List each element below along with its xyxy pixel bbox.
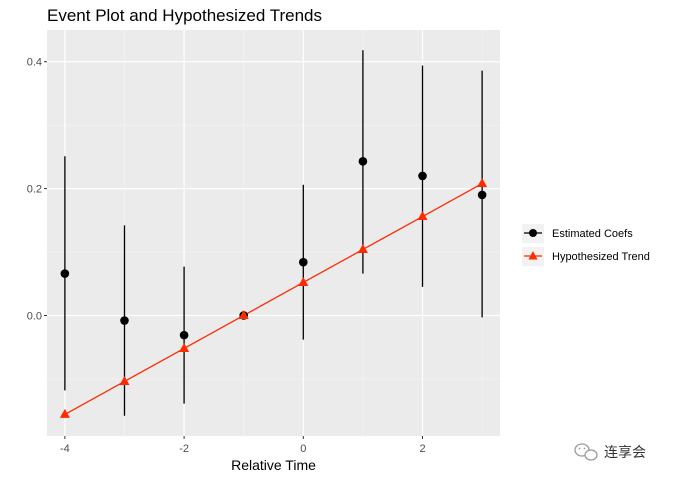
y-axis: 0.0 0.2 0.4: [27, 57, 47, 322]
coef-point: [120, 316, 129, 325]
coef-point: [418, 171, 427, 181]
x-tick-label: -2: [179, 443, 189, 455]
legend-key-trend-point: [528, 251, 538, 260]
plot-panel: [47, 30, 500, 436]
x-tick-label: 2: [419, 443, 425, 455]
legend-box: [521, 221, 663, 269]
coef-point: [60, 269, 70, 278]
coef-point: [358, 157, 368, 166]
coef-point: [179, 330, 189, 340]
x-axis: -4 -2 0 2: [60, 436, 426, 455]
y-tick-label: 0.4: [27, 57, 42, 69]
x-tick-label: -4: [60, 443, 70, 455]
x-tick-label: 0: [300, 443, 306, 455]
trend-points: [59, 178, 488, 418]
trend-point: [59, 408, 70, 418]
trend-point: [357, 243, 368, 253]
watermark: 连享会: [574, 443, 646, 461]
trend-point: [119, 375, 130, 385]
y-tick-label: 0.2: [27, 184, 42, 196]
legend-label-trend: Hypothesized Trend: [552, 251, 650, 263]
estimated-coef-points: [60, 157, 487, 340]
trend-point: [417, 211, 428, 221]
trend-line: [64, 182, 483, 415]
legend-key-coef-point: [529, 229, 537, 237]
trend-point: [238, 309, 249, 319]
y-tick-label: 0.0: [27, 310, 42, 322]
coef-point: [299, 257, 308, 267]
wechat-icon: [574, 443, 598, 461]
legend-label-coef: Estimated Coefs: [552, 228, 633, 240]
trend-point: [179, 342, 190, 352]
chart-title: Event Plot and Hypothesized Trends: [47, 6, 322, 25]
watermark-text: 连享会: [604, 444, 646, 461]
trend-line-group: [64, 182, 483, 415]
coef-point: [477, 190, 487, 200]
x-axis-title: Relative Time: [231, 457, 316, 473]
trend-point: [477, 178, 488, 188]
legend: Estimated Coefs Hypothesized Trend: [521, 221, 663, 269]
trend-point: [298, 276, 309, 286]
